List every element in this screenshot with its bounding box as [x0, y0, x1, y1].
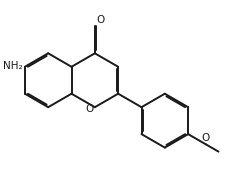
Text: O: O — [96, 15, 105, 25]
Text: O: O — [201, 133, 210, 143]
Text: NH₂: NH₂ — [3, 61, 23, 71]
Text: O: O — [85, 104, 94, 114]
